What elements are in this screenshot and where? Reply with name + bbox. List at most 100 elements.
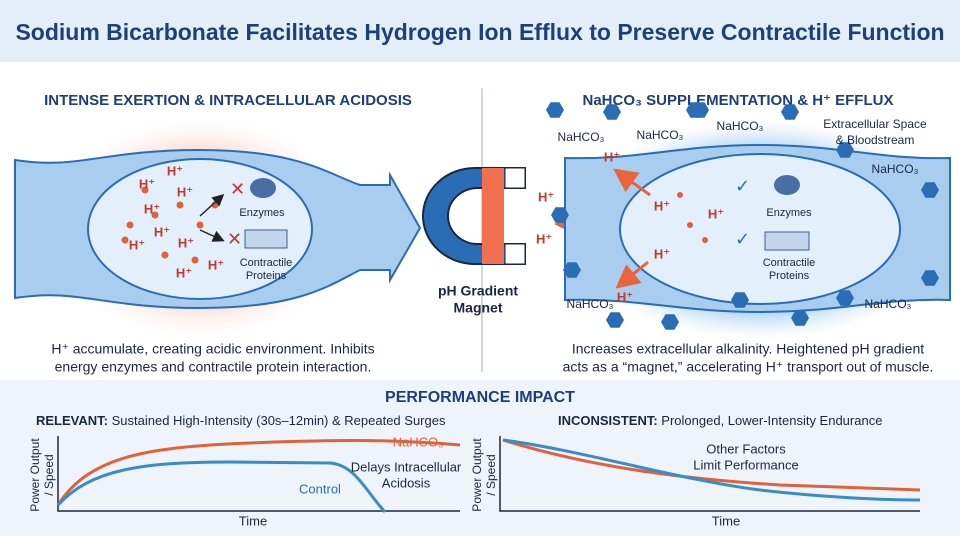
bicarbonate-hex bbox=[781, 104, 799, 120]
ion-dot bbox=[677, 192, 683, 198]
left-caption: energy enzymes and contractile protein i… bbox=[55, 359, 372, 375]
inconsistent-heading: INCONSISTENT: Prolonged, Lower-Intensity… bbox=[558, 413, 882, 428]
right-caption: acts as a “magnet,” accelerating H⁺ tran… bbox=[563, 359, 934, 375]
check: ✓ bbox=[735, 176, 750, 196]
annotation: Limit Performance bbox=[693, 457, 798, 472]
ion: H⁺ bbox=[708, 206, 724, 221]
ion-dot bbox=[702, 237, 708, 243]
bicarbonate-label: NaHCO₃ bbox=[637, 128, 684, 142]
right-heading: NaHCO₃ SUPPLEMENTATION & H⁺ EFFLUX bbox=[583, 92, 894, 109]
bicarbonate-hex bbox=[791, 310, 809, 326]
bicarbonate-hex bbox=[921, 270, 939, 286]
ion: H⁺ bbox=[154, 224, 170, 239]
relevant-heading: RELEVANT: Sustained High-Intensity (30s–… bbox=[36, 413, 446, 428]
enzymes-label: Enzymes bbox=[239, 207, 285, 219]
enzyme-icon bbox=[250, 178, 276, 198]
ion-dot bbox=[687, 222, 693, 228]
left-caption: H⁺ accumulate, creating acidic environme… bbox=[51, 341, 374, 357]
inconsistent-text: Prolonged, Lower-Intensity Endurance bbox=[661, 413, 882, 428]
ion: H⁺ bbox=[144, 201, 160, 216]
ion: H⁺ bbox=[604, 149, 620, 164]
extracellular-label: & Bloodstream bbox=[836, 133, 915, 147]
enzyme-icon bbox=[774, 175, 800, 195]
curve-control bbox=[56, 460, 387, 514]
inconsistent-label: INCONSISTENT: bbox=[558, 413, 658, 428]
bicarbonate-label: NaHCO₃ bbox=[558, 130, 605, 144]
magnet-label: Magnet bbox=[454, 300, 503, 316]
ion-dot bbox=[151, 211, 159, 219]
y-axis-label: / Speed bbox=[42, 454, 56, 495]
ion: H⁺ bbox=[654, 246, 670, 261]
enzymes-label: Enzymes bbox=[766, 207, 812, 219]
y-axis-label: Power Output bbox=[28, 438, 42, 512]
bicarbonate-hex bbox=[836, 290, 854, 306]
x-axis-label: Time bbox=[239, 513, 267, 528]
ion: H⁺ bbox=[129, 237, 145, 252]
annotation: Delays Intracellular bbox=[351, 459, 462, 474]
efflux-arrow bbox=[615, 260, 649, 289]
arrow bbox=[199, 229, 225, 242]
extracellular-label: Extracellular Space bbox=[823, 117, 927, 131]
bicarbonate-label: NaHCO₃ bbox=[872, 162, 919, 176]
ion: H⁺ bbox=[538, 189, 554, 204]
ion: H⁺ bbox=[617, 289, 633, 304]
curve-nahco3 bbox=[502, 438, 921, 492]
bicarbonate-hex bbox=[691, 102, 709, 118]
magnet-label: pH Gradient bbox=[438, 283, 518, 299]
bicarbonate-label: NaHCO₃ bbox=[717, 119, 764, 133]
ion: H⁺ bbox=[178, 235, 194, 250]
left-heading: INTENSE EXERTION & INTRACELLULAR ACIDOSI… bbox=[44, 92, 412, 109]
ion: H⁺ bbox=[208, 257, 224, 272]
ion-dot bbox=[191, 256, 199, 264]
bicarbonate-label: NaHCO₃ bbox=[865, 297, 912, 311]
annotation: Acidosis bbox=[382, 475, 431, 490]
performance-heading: PERFORMANCE IMPACT bbox=[385, 389, 575, 406]
y-axis-label: / Speed bbox=[484, 454, 498, 495]
bicarbonate-hex bbox=[836, 142, 854, 158]
bicarbonate-hex bbox=[546, 102, 564, 118]
ion-dot bbox=[176, 201, 184, 209]
ion: H⁺ bbox=[139, 176, 155, 191]
ion-dot bbox=[126, 221, 134, 229]
proteins-label: Proteins bbox=[769, 270, 810, 282]
right-caption: Increases extracellular alkalinity. Heig… bbox=[572, 341, 924, 357]
bicarbonate-label: NaHCO₃ bbox=[567, 297, 614, 311]
protein-icon bbox=[764, 231, 810, 251]
magnet-tip bbox=[504, 243, 526, 265]
cross: ✕ bbox=[230, 179, 245, 199]
bicarbonate-hex bbox=[731, 292, 749, 308]
ion: H⁺ bbox=[176, 265, 192, 280]
y-axis-label: Power Output bbox=[470, 438, 484, 512]
title-bar bbox=[0, 0, 960, 62]
axes bbox=[499, 436, 920, 512]
efflux-arrow bbox=[613, 168, 651, 197]
proteins-label: Contractile bbox=[763, 257, 816, 269]
bicarbonate-hex bbox=[563, 262, 581, 278]
proteins-label: Proteins bbox=[246, 270, 287, 282]
magnet-tip bbox=[504, 167, 526, 189]
protein-icon bbox=[244, 229, 288, 249]
magnet-pole bbox=[482, 168, 504, 264]
ion: H⁺ bbox=[654, 198, 670, 213]
axes bbox=[57, 436, 460, 512]
curve-control bbox=[502, 438, 921, 502]
ion: H⁺ bbox=[167, 163, 183, 178]
proteins-label: Contractile bbox=[240, 257, 293, 269]
ion-dot bbox=[196, 221, 204, 229]
cross: ✕ bbox=[227, 229, 242, 249]
relevant-text: Sustained High-Intensity (30s–12min) & R… bbox=[112, 413, 446, 428]
ion-dot bbox=[161, 251, 169, 259]
cell-right bbox=[619, 153, 901, 305]
ion: H⁺ bbox=[177, 184, 193, 199]
series-label: NaHCO₃ bbox=[393, 434, 444, 449]
bicarbonate-hex bbox=[603, 104, 621, 120]
x-axis-label: Time bbox=[712, 513, 740, 528]
ion: H⁺ bbox=[536, 231, 552, 246]
bicarbonate-hex bbox=[921, 182, 939, 198]
arrow bbox=[199, 193, 225, 217]
check: ✓ bbox=[735, 229, 750, 249]
relevant-label: RELEVANT: bbox=[36, 413, 108, 428]
bicarbonate-hex bbox=[661, 314, 679, 330]
bicarbonate-hex bbox=[551, 207, 569, 223]
